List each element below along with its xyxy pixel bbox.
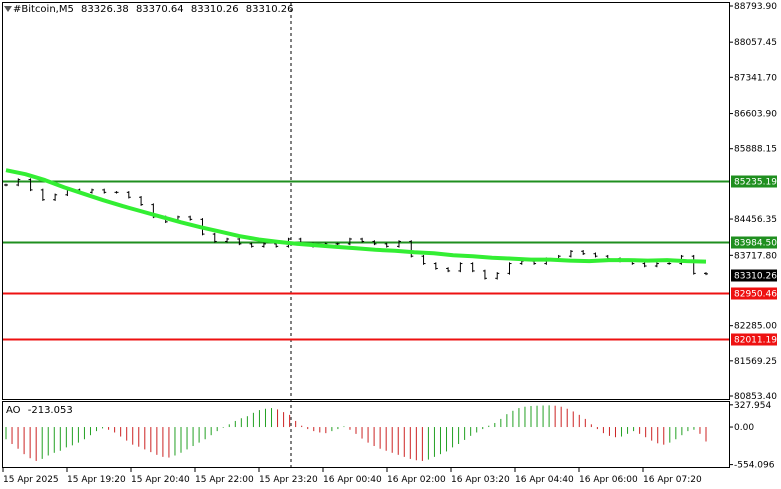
price-tick-label: 83717.80 xyxy=(734,251,777,261)
time-tick-label: 15 Apr 2025 xyxy=(3,475,59,485)
support-level-label: 82011.19 xyxy=(734,336,777,346)
moving-average-line xyxy=(5,168,707,264)
low-value: 83310.26 xyxy=(190,4,239,15)
price-tick-label: 84456.35 xyxy=(734,215,777,225)
price-tick-label: 87341.70 xyxy=(734,73,777,83)
time-tick-label: 15 Apr 20:40 xyxy=(131,475,190,485)
price-tick-label: 80853.40 xyxy=(734,392,777,402)
time-tick-label: 16 Apr 07:20 xyxy=(643,475,702,485)
resistance-level-tag xyxy=(731,175,777,188)
price-tick-label: 88057.45 xyxy=(734,38,777,48)
price-tick-label: 88793.90 xyxy=(734,2,777,12)
time-tick-label: 15 Apr 23:20 xyxy=(259,475,318,485)
ao-label: AO xyxy=(6,405,21,416)
chart-header: #Bitcoin,M5 83326.38 83370.64 83310.26 8… xyxy=(13,4,297,15)
close-value: 83310.26 xyxy=(245,4,294,15)
time-tick-label: 15 Apr 19:20 xyxy=(67,475,126,485)
main-plot-frame xyxy=(2,2,730,400)
time-tick-label: 16 Apr 00:40 xyxy=(323,475,382,485)
support-level-tag xyxy=(731,287,777,300)
current-level-tag xyxy=(731,269,777,282)
ao-header: AO -213.053 xyxy=(6,405,77,416)
ao-tick-label: 0.00 xyxy=(734,423,754,433)
time-tick-label: 15 Apr 22:00 xyxy=(195,475,254,485)
high-value: 83370.64 xyxy=(135,4,184,15)
price-tick-label: 86603.90 xyxy=(734,110,777,120)
ao-tick-label: 327.954 xyxy=(734,401,771,411)
open-value: 83326.38 xyxy=(81,4,129,15)
support-level-label: 82950.46 xyxy=(734,290,777,300)
symbol-label: #Bitcoin,M5 xyxy=(13,4,74,15)
resistance-level-label: 83984.50 xyxy=(734,239,777,249)
ao-plot-frame xyxy=(2,401,730,468)
price-tick-label: 85888.15 xyxy=(734,145,777,155)
price-tick-label: 82285.00 xyxy=(734,322,777,332)
time-tick-label: 16 Apr 06:00 xyxy=(579,475,638,485)
time-tick-label: 16 Apr 04:40 xyxy=(515,475,574,485)
collapse-triangle-icon[interactable] xyxy=(4,6,12,12)
ao-value: -213.053 xyxy=(27,405,73,416)
time-tick-label: 16 Apr 03:20 xyxy=(451,475,510,485)
resistance-level-label: 85235.19 xyxy=(734,178,777,188)
ao-tick-label: -554.096 xyxy=(734,461,775,471)
current-level-label: 83310.26 xyxy=(734,272,777,282)
price-tick-label: 81569.25 xyxy=(734,357,777,367)
time-tick-label: 16 Apr 02:00 xyxy=(387,475,446,485)
resistance-level-tag xyxy=(731,236,777,249)
support-level-tag xyxy=(731,333,777,346)
